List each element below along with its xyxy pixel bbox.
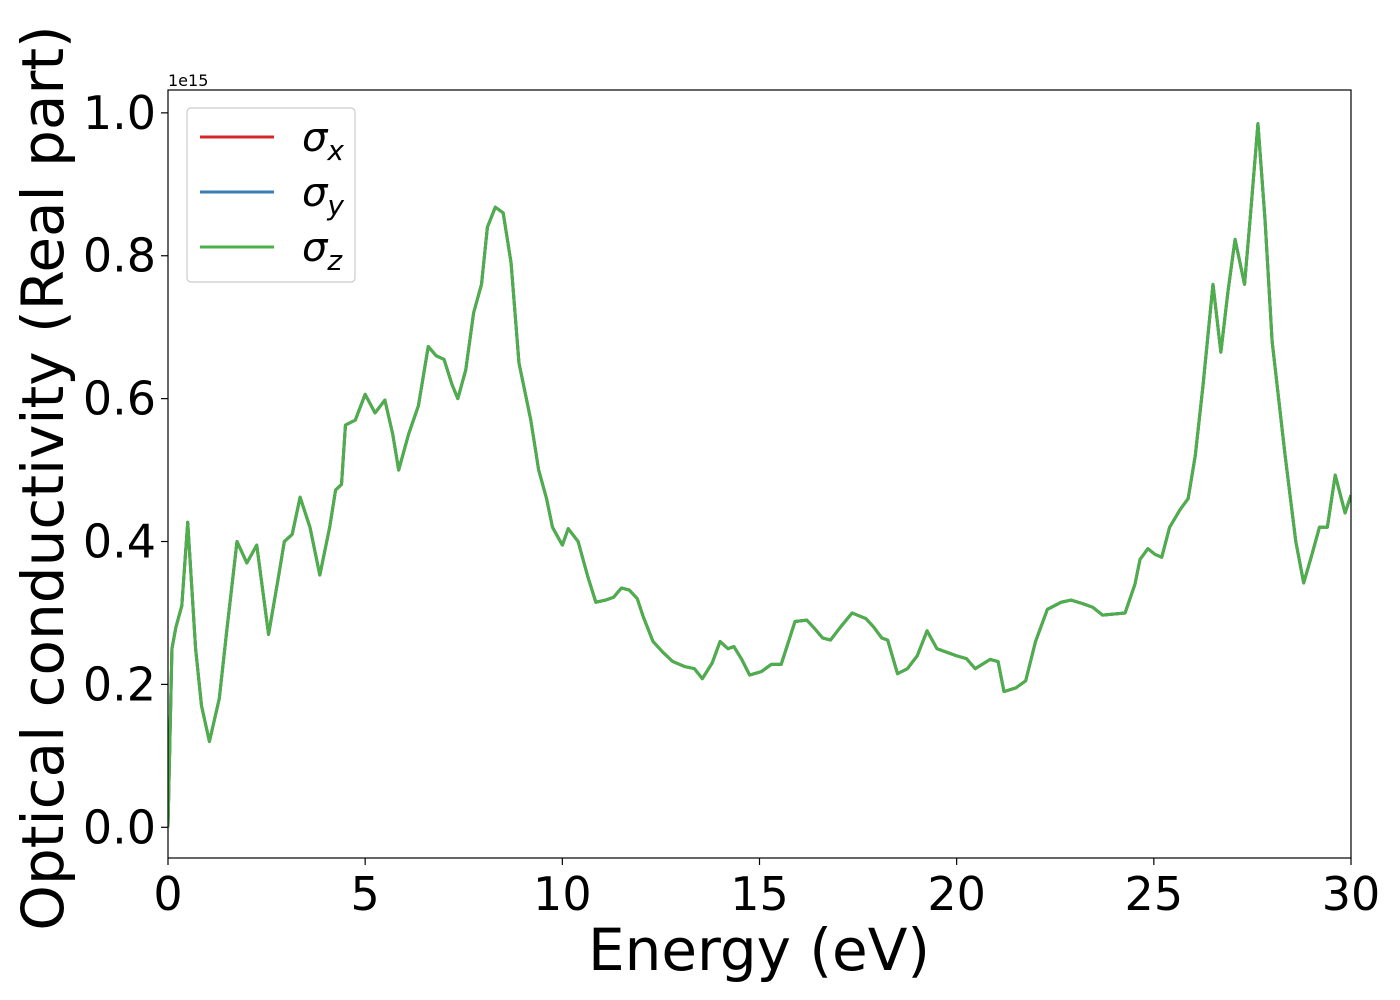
y-tick-label: 0.2 [83, 657, 156, 711]
x-axis-label: Energy (eV) [588, 916, 930, 984]
y-tick-label: 1.0 [83, 86, 156, 140]
y-axis-label: Optical conductivity (Real part) [9, 25, 77, 930]
x-tick-label: 25 [1125, 867, 1184, 921]
x-tick-label: 10 [533, 867, 592, 921]
y-tick-label: 0.8 [83, 229, 156, 283]
legend-label: σy [302, 170, 344, 222]
x-tick-label: 0 [153, 867, 182, 921]
plot-area [168, 122, 1351, 828]
y-tick-label: 0.0 [83, 800, 156, 854]
y-offset-label: 1e15 [168, 71, 208, 90]
x-tick-label: 15 [730, 867, 789, 921]
legend-box [186, 107, 356, 283]
y-tick-label: 0.6 [83, 372, 156, 426]
y-tick-label: 0.4 [83, 515, 156, 569]
x-tick-label: 30 [1322, 867, 1381, 921]
x-tick-label: 5 [351, 867, 380, 921]
legend-label: σx [302, 115, 344, 167]
x-tick-label: 20 [927, 867, 986, 921]
legend-label: σz [302, 225, 343, 277]
data-line [168, 122, 1351, 828]
